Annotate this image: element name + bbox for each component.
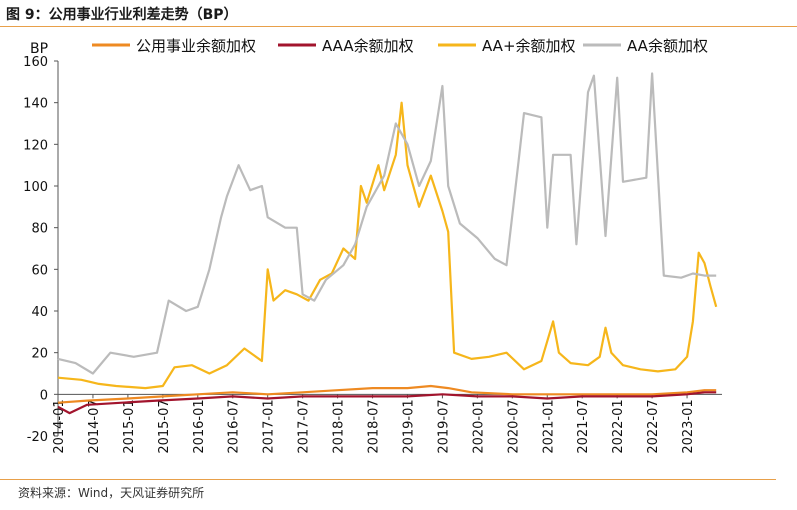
series-line-3 — [57, 101, 718, 390]
y-axis-ticks: -20 0 20 40 60 80 100 120 140 160 — [23, 55, 58, 445]
chart-legend: 公用事业余额加权 AAA余额加权 AA+余额加权 AA余额加权 — [92, 37, 708, 55]
x-tick-label: 2021-07 — [576, 399, 591, 453]
y-tick-label: 100 — [23, 180, 48, 195]
x-tick-label: 2020-01 — [471, 399, 486, 453]
spread-line-chart: 公用事业余额加权 AAA余额加权 AA+余额加权 AA余额加权 BP -20 0 20 40… — [23, 37, 722, 454]
series-line-4 — [57, 72, 717, 375]
x-tick-label: 2018-07 — [367, 399, 382, 453]
series-line-2 — [57, 391, 717, 415]
x-tick-label: 2019-07 — [436, 399, 451, 453]
y-tick-label: 80 — [31, 222, 48, 237]
x-tick-label: 2016-01 — [192, 399, 207, 453]
y-tick-label: 20 — [31, 347, 48, 362]
y-tick-label: 140 — [23, 97, 48, 112]
y-tick-label: 0 — [40, 388, 48, 403]
x-tick-label: 2015-07 — [157, 399, 172, 453]
figure-title: 图 9：公用事业行业利差走势（BP） — [6, 7, 238, 23]
x-tick-label: 2015-01 — [122, 399, 137, 453]
x-tick-label: 2017-07 — [297, 399, 312, 453]
legend-label: 公用事业余额加权 — [136, 37, 256, 55]
y-tick-label: 160 — [23, 55, 48, 70]
bottom-rule — [0, 479, 776, 480]
x-tick-label: 2021-01 — [541, 399, 556, 453]
y-tick-label: 60 — [31, 263, 48, 278]
x-tick-label: 2023-01 — [681, 399, 696, 453]
x-tick-label: 2019-01 — [401, 399, 416, 453]
legend-label: AA余额加权 — [627, 37, 708, 55]
series-line-1 — [57, 384, 717, 404]
y-axis-label: BP — [30, 41, 48, 57]
chart-series — [57, 72, 718, 415]
x-tick-label: 2016-07 — [227, 399, 242, 453]
top-rule — [0, 26, 797, 27]
chart-axes — [57, 61, 722, 436]
legend-label: AA+余额加权 — [482, 37, 576, 55]
x-tick-label: 2018-01 — [332, 399, 347, 453]
source-note: 资料来源：Wind，天风证券研究所 — [18, 486, 205, 500]
x-axis-ticks: 2014-01 2014-07 2015-01 2015-07 2016-01 2016-… — [52, 394, 696, 454]
x-tick-label: 2014-07 — [87, 399, 102, 453]
y-tick-label: 120 — [23, 138, 48, 153]
legend-label: AAA余额加权 — [322, 37, 414, 55]
x-tick-label: 2022-07 — [646, 399, 661, 453]
x-tick-label: 2017-01 — [262, 399, 277, 453]
x-tick-label: 2022-01 — [611, 399, 626, 453]
x-tick-label: 2014-01 — [52, 399, 67, 453]
y-tick-label: 40 — [31, 305, 48, 320]
x-tick-label: 2020-07 — [506, 399, 521, 453]
y-tick-label: -20 — [27, 430, 48, 445]
